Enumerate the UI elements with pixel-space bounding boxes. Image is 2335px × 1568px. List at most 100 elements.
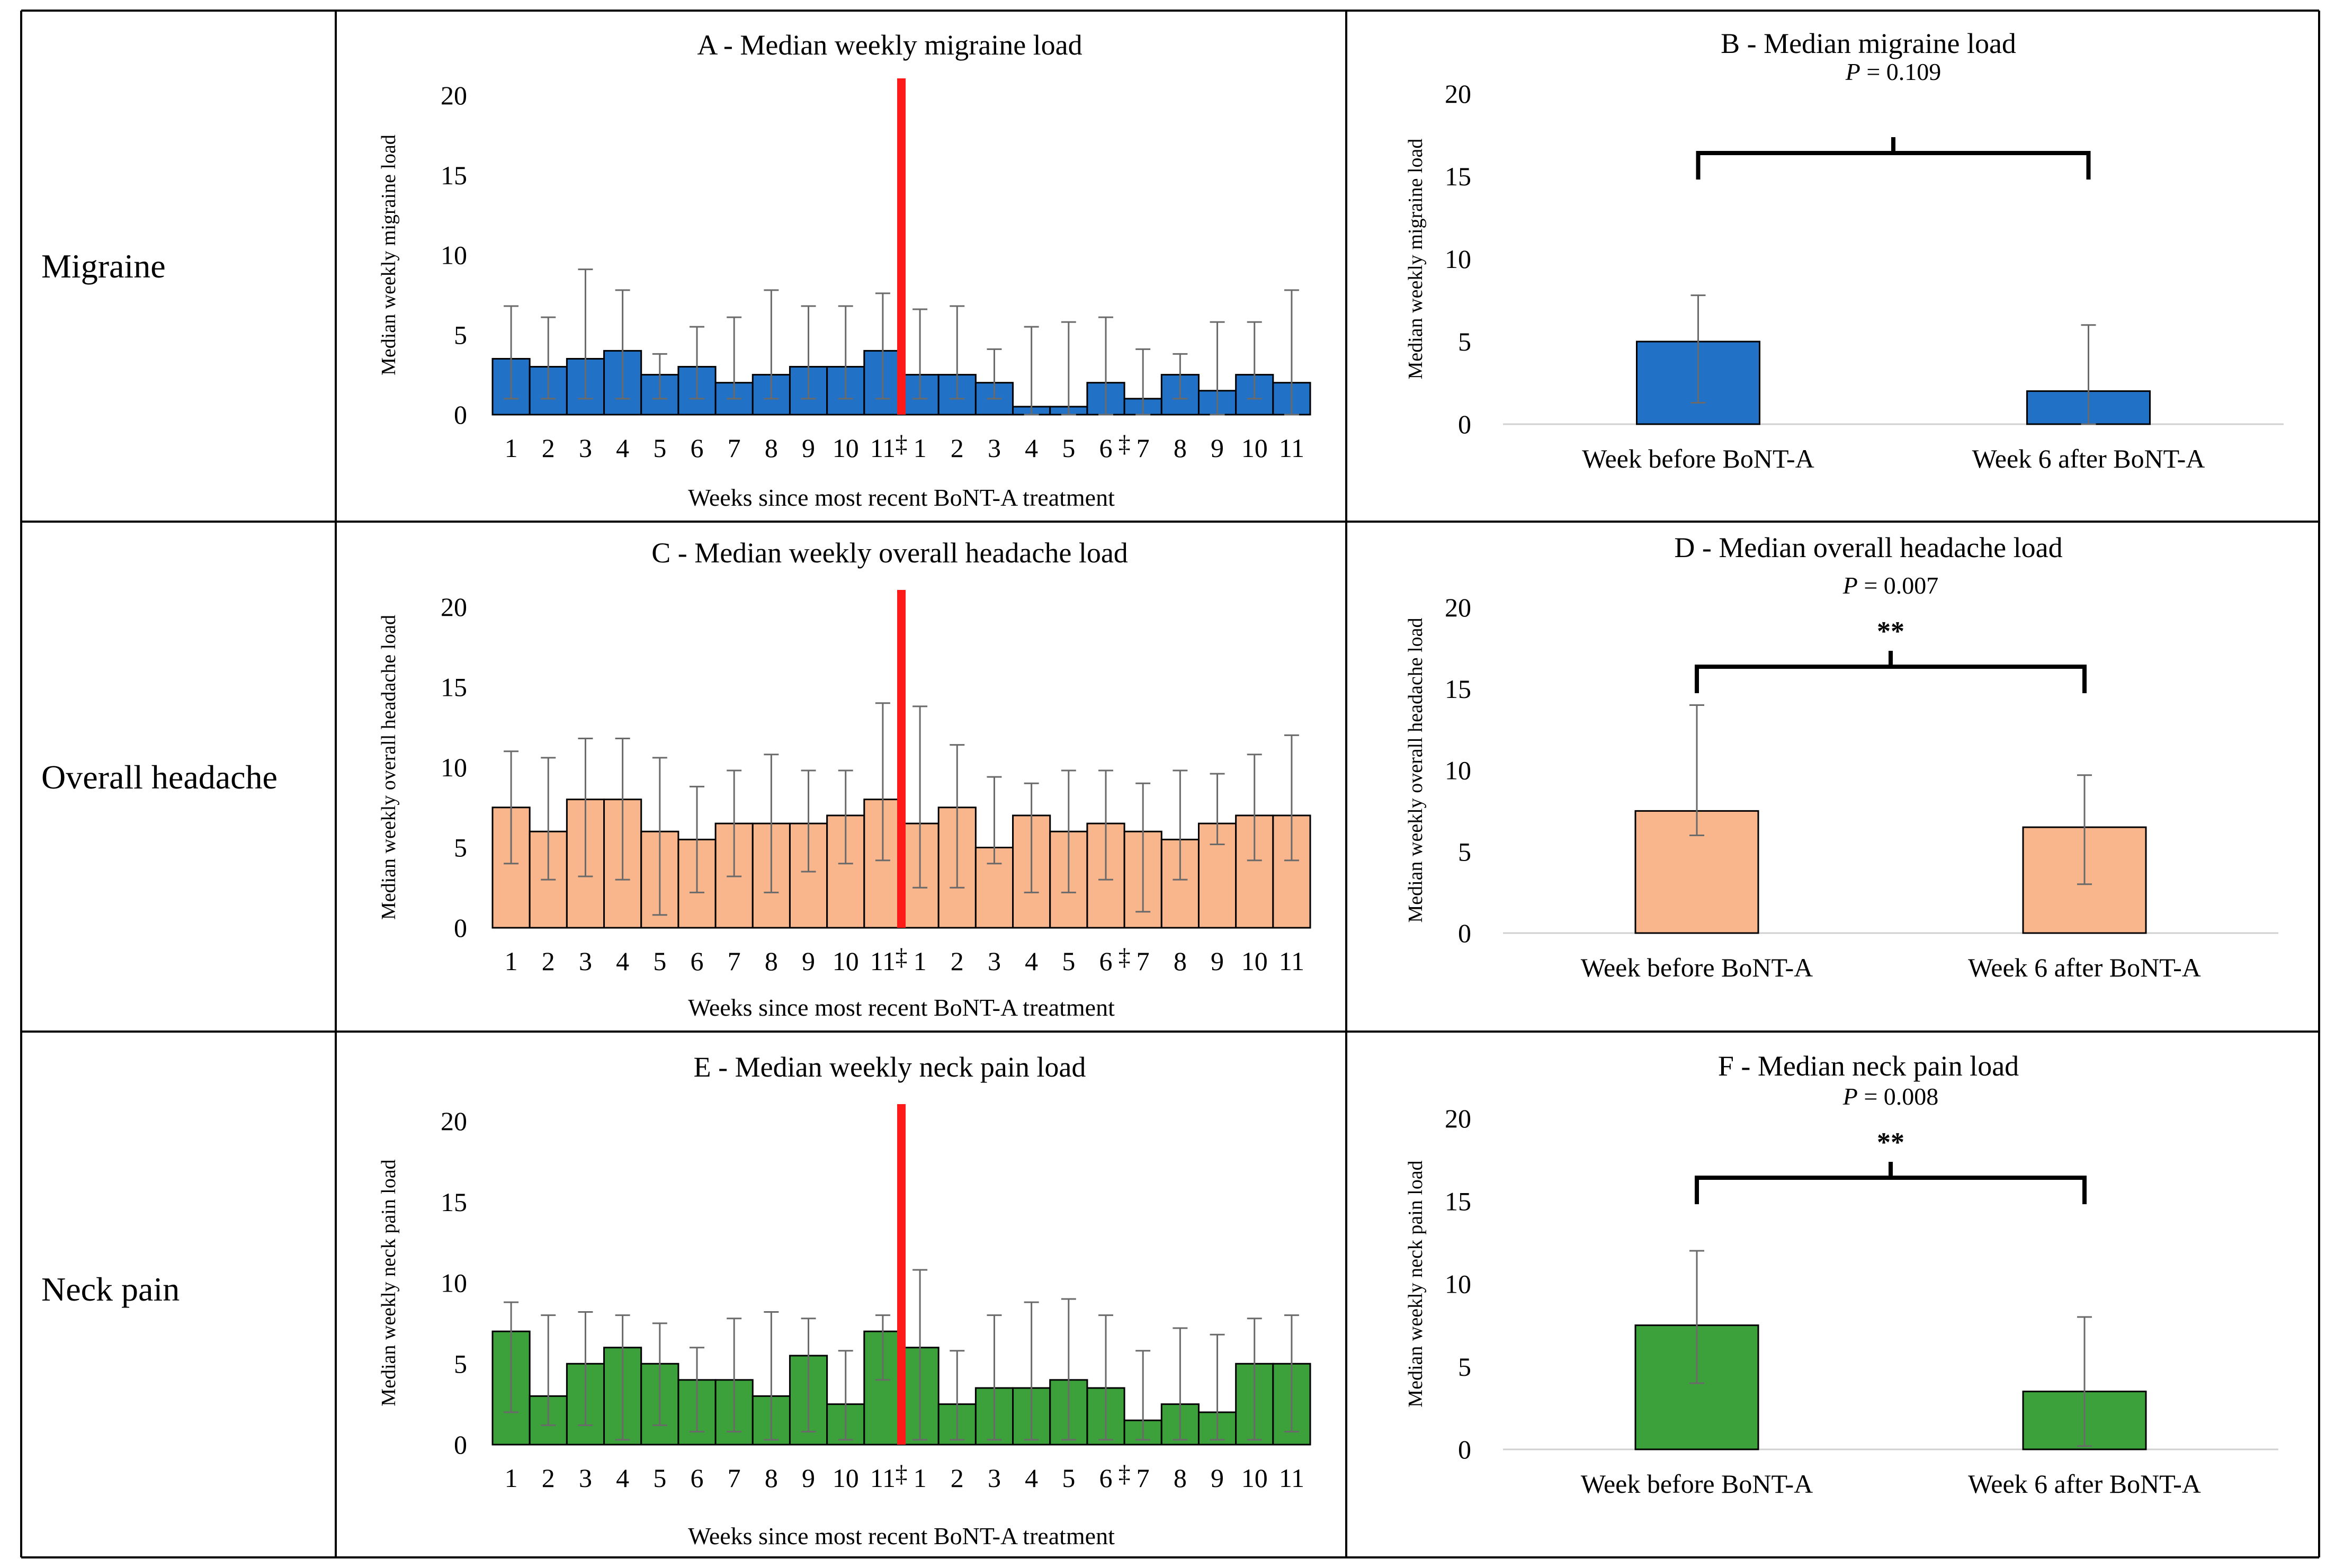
y-tick-label: 15 (1445, 674, 1471, 704)
dagger-mark: ‡ (1119, 1460, 1131, 1487)
y-tick-label: 5 (454, 1349, 467, 1378)
x-tick-label: 11 (870, 1463, 896, 1493)
x-tick-label: 7 (728, 1463, 741, 1493)
x-tick-label: 10 (833, 946, 859, 976)
x-tick-label: 1 (914, 946, 927, 976)
significance-bracket (1696, 137, 2091, 180)
y-axis-label: Median weekly neck pain load (378, 1159, 400, 1406)
x-tick-label: 3 (988, 1463, 1001, 1493)
x-tick-label: 5 (653, 1463, 666, 1493)
y-tick-label: 15 (1445, 1186, 1471, 1216)
x-tick-label: 9 (1211, 433, 1224, 463)
x-tick-label: 7 (1137, 433, 1150, 463)
chart-panels: A - Median weekly migraine load05101520M… (378, 28, 2284, 1549)
x-tick-label: 11 (1279, 946, 1304, 976)
x-tick-label: 11 (1279, 1463, 1304, 1493)
x-tick-label: 6 (1099, 946, 1113, 976)
x-tick-label: 4 (1025, 1463, 1038, 1493)
p-value-label: P = 0.007 (1842, 572, 1939, 599)
x-tick-label: 7 (1137, 1463, 1150, 1493)
x-tick-label: 3 (579, 433, 592, 463)
y-tick-label: 0 (454, 400, 467, 429)
y-tick-label: 10 (441, 1268, 467, 1298)
y-tick-label: 20 (441, 80, 467, 110)
y-tick-label: 15 (441, 160, 467, 190)
dagger-mark: ‡ (1119, 430, 1131, 457)
x-tick-label: 3 (988, 946, 1001, 976)
p-value-prefix: P (1842, 1083, 1858, 1110)
y-tick-label: 20 (1445, 593, 1471, 622)
dagger-mark: ‡ (1119, 943, 1131, 970)
x-tick-label: 3 (579, 946, 592, 976)
y-tick-label: 10 (441, 240, 467, 270)
x-tick-label: 6 (691, 1463, 704, 1493)
x-tick-label: 2 (951, 1463, 964, 1493)
x-tick-label: 5 (653, 433, 666, 463)
dagger-mark: ‡ (896, 430, 908, 457)
x-tick-label: Week before BoNT-A (1581, 953, 1813, 982)
x-tick-label: 3 (988, 433, 1001, 463)
chart-title: C - Median weekly overall headache load (651, 537, 1128, 569)
y-tick-label: 0 (1458, 1435, 1471, 1464)
x-tick-label: 5 (1062, 433, 1075, 463)
x-tick-label: 4 (1025, 433, 1038, 463)
y-axis-label: Median weekly migraine load (378, 135, 400, 375)
x-tick-label: 1 (914, 1463, 927, 1493)
x-tick-label: 2 (542, 1463, 555, 1493)
x-tick-label: 6 (1099, 433, 1113, 463)
chart-panel-e: E - Median weekly neck pain load05101520… (378, 1051, 1311, 1549)
p-value-rest: = 0.007 (1858, 572, 1938, 599)
x-tick-label: Week 6 after BoNT-A (1972, 444, 2205, 473)
significance-bracket (1695, 1162, 2087, 1204)
y-tick-label: 15 (1445, 162, 1471, 191)
p-value-label: P = 0.008 (1842, 1083, 1939, 1110)
chart-panel-f: F - Median neck pain load 0 5 10 15 20 Median … (1404, 1050, 2278, 1499)
x-tick-label: 11 (1279, 433, 1304, 463)
y-tick-label: 0 (454, 1430, 467, 1459)
x-tick-label: Week 6 after BoNT-A (1968, 953, 2201, 982)
x-tick-label: 3 (579, 1463, 592, 1493)
x-tick-label: 1 (505, 433, 518, 463)
y-tick-label: 10 (1445, 756, 1471, 785)
x-tick-label: 2 (951, 946, 964, 976)
x-axis-label: Weeks since most recent BoNT-A treatment (688, 484, 1115, 511)
row-labels: Migraine Overall headache Neck pain (41, 247, 278, 1308)
x-tick-label: 7 (1137, 946, 1150, 976)
y-tick-label: 20 (1445, 1104, 1471, 1133)
x-tick-label: 5 (1062, 946, 1075, 976)
y-tick-label: 10 (1445, 1269, 1471, 1299)
x-tick-label: 1 (505, 946, 518, 976)
x-tick-label: 9 (1211, 1463, 1224, 1493)
p-value-prefix: P (1842, 572, 1858, 599)
x-tick-label: 7 (728, 433, 741, 463)
x-tick-label: 4 (616, 946, 629, 976)
x-tick-label: 9 (802, 433, 815, 463)
chart-panel-b: B - Median migraine load 0 5 10 15 20 Median w… (1404, 28, 2284, 473)
x-tick-label: Week before BoNT-A (1582, 444, 1814, 473)
y-tick-label: 5 (454, 833, 467, 863)
chart-panel-a: A - Median weekly migraine load05101520M… (378, 29, 1311, 511)
table-grid (20, 10, 2320, 1558)
x-tick-label: 5 (653, 946, 666, 976)
dagger-mark: ‡ (896, 1460, 908, 1487)
y-tick-label: 5 (1458, 1352, 1471, 1382)
x-tick-label: 8 (765, 1463, 778, 1493)
y-tick-label: 5 (1458, 327, 1471, 356)
dagger-mark: ‡ (896, 943, 908, 970)
x-tick-label: 8 (765, 946, 778, 976)
chart-title: D - Median overall headache load (1674, 532, 2062, 563)
x-tick-label: 10 (833, 1463, 859, 1493)
y-tick-label: 15 (441, 673, 467, 702)
x-tick-label: 2 (542, 946, 555, 976)
y-axis-label: Median weekly migraine load (1404, 139, 1427, 380)
y-tick-label: 20 (1445, 79, 1471, 109)
x-tick-label: 8 (1174, 946, 1187, 976)
x-axis-label: Weeks since most recent BoNT-A treatment (688, 1522, 1115, 1549)
row-label: Overall headache (41, 758, 278, 796)
x-tick-label: 1 (505, 1463, 518, 1493)
x-tick-label: 7 (728, 946, 741, 976)
row-label: Migraine (41, 247, 166, 285)
chart-title: F - Median neck pain load (1718, 1050, 2019, 1082)
x-tick-label: 6 (1099, 1463, 1113, 1493)
